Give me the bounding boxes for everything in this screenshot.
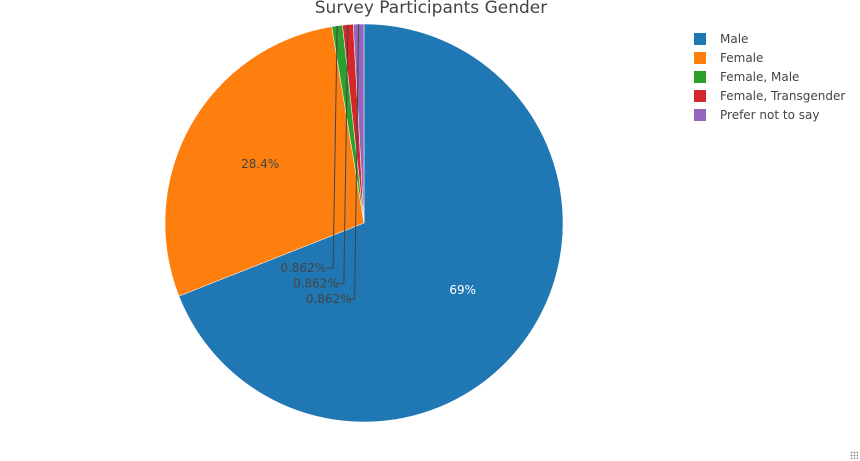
legend: Male Female Female, Male Female, Transgende… xyxy=(694,32,845,122)
legend-swatch-female xyxy=(694,52,706,64)
legend-label-prefer-not-to-say: Prefer not to say xyxy=(720,108,819,122)
legend-item-female-transgender[interactable]: Female, Transgender xyxy=(694,89,845,103)
pie-slice-female[interactable] xyxy=(164,26,365,297)
legend-item-female-male[interactable]: Female, Male xyxy=(694,70,799,84)
legend-swatch-prefer-not-to-say xyxy=(694,109,706,121)
leader-line-female-male xyxy=(327,25,338,269)
pie-labels: 69%28.4%0.862%0.862%0.862% xyxy=(241,24,476,306)
legend-label-female-male: Female, Male xyxy=(720,70,799,84)
chart-title: Survey Participants Gender xyxy=(315,0,547,18)
legend-swatch-female-male xyxy=(694,71,706,83)
slice-label-male: 69% xyxy=(449,283,476,297)
legend-label-female: Female xyxy=(720,51,763,65)
legend-item-female[interactable]: Female xyxy=(694,51,763,65)
legend-swatch-female-transgender xyxy=(694,90,706,102)
slice-label-female-male: 0.862% xyxy=(280,261,326,275)
resize-grip-icon[interactable] xyxy=(850,451,858,459)
slice-label-female-transgender: 0.862% xyxy=(293,277,339,291)
legend-swatch-male xyxy=(694,33,706,45)
slice-label-prefer-not-to-say: 0.862% xyxy=(306,292,352,306)
pie-slice-male[interactable] xyxy=(178,23,564,423)
legend-item-male[interactable]: Male xyxy=(694,32,748,46)
legend-label-female-transgender: Female, Transgender xyxy=(720,89,845,103)
legend-item-prefer-not-to-say[interactable]: Prefer not to say xyxy=(694,108,819,122)
leader-line-prefer-not-to-say xyxy=(348,24,360,300)
leader-line-female-transgender xyxy=(337,24,349,284)
slice-label-female: 28.4% xyxy=(241,157,279,171)
pie-slices xyxy=(164,23,564,423)
legend-label-male: Male xyxy=(720,32,748,46)
